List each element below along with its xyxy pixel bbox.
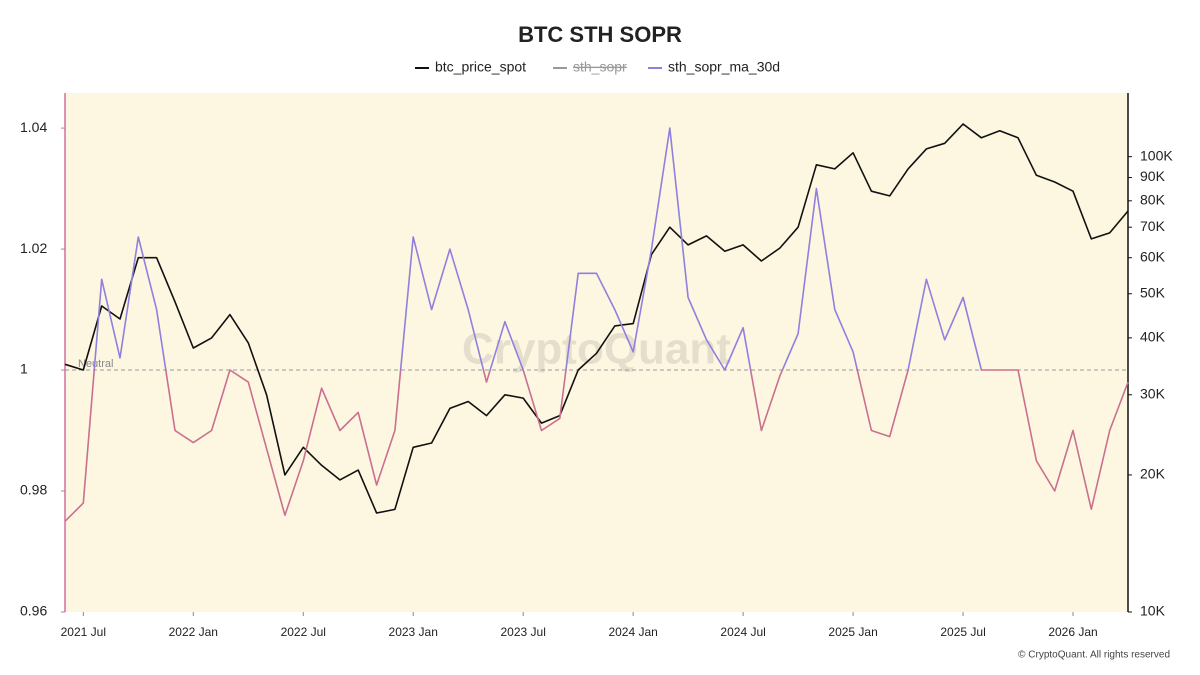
reference-label: Neutral <box>78 358 113 370</box>
x-tick-label: 2026 Jan <box>1048 625 1097 639</box>
y2-tick-label: 30K <box>1140 385 1166 401</box>
y-tick-label: 0.98 <box>20 482 47 498</box>
y2-tick-label: 20K <box>1140 466 1166 482</box>
y2-tick-label: 60K <box>1140 248 1166 264</box>
chart-title: BTC STH SOPR <box>518 22 682 47</box>
y-tick-label: 1.04 <box>20 119 47 135</box>
legend-label: sth_sopr_ma_30d <box>668 59 780 75</box>
x-tick-label: 2022 Jan <box>169 625 218 639</box>
x-tick-label: 2025 Jul <box>940 625 985 639</box>
y-tick-label: 1.02 <box>20 240 47 256</box>
series-line <box>64 127 1129 522</box>
y-tick-label: 1 <box>20 361 28 377</box>
x-tick-label: 2023 Jan <box>389 625 438 639</box>
footer: © CryptoQuant. All rights reserved <box>1018 650 1170 661</box>
legend-label: sth_sopr <box>573 59 627 75</box>
series-line <box>64 123 1129 514</box>
legend-label: btc_price_spot <box>435 59 526 75</box>
y2-tick-label: 90K <box>1140 168 1166 184</box>
y2-tick-label: 10K <box>1140 603 1166 619</box>
watermark: CryptoQuant <box>462 325 731 374</box>
y2-tick-label: 80K <box>1140 192 1166 208</box>
y2-tick-label: 70K <box>1140 218 1166 234</box>
x-tick-label: 2025 Jan <box>828 625 877 639</box>
x-tick-label: 2023 Jul <box>501 625 546 639</box>
x-tick-label: 2024 Jan <box>608 625 657 639</box>
y2-tick-label: 40K <box>1140 329 1166 345</box>
x-tick-label: 2021 Jul <box>61 625 106 639</box>
x-tick-label: 2022 Jul <box>281 625 326 639</box>
y-tick-label: 0.96 <box>20 603 47 619</box>
x-tick-label: 2024 Jul <box>720 625 765 639</box>
y2-tick-label: 50K <box>1140 284 1166 300</box>
y2-tick-label: 100K <box>1140 147 1173 163</box>
